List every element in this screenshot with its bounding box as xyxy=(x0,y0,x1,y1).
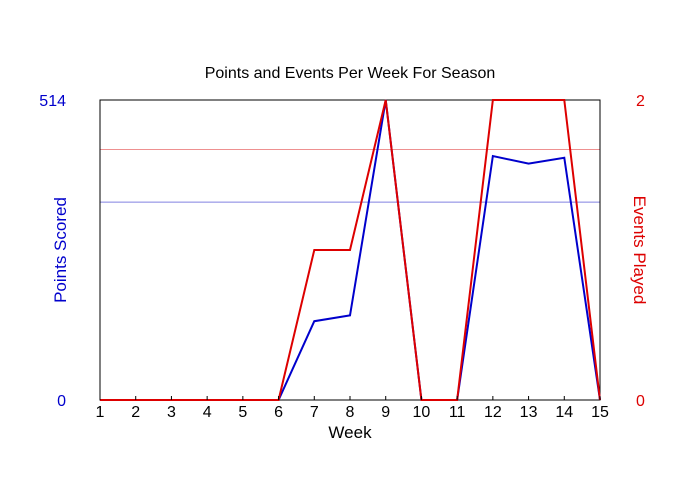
x-tick-label: 10 xyxy=(413,404,431,421)
right-y-ticks: 02 xyxy=(636,93,645,410)
x-ticks: 1 2 3 4 5 6 7 8 9 10 11 12 13 14 15 xyxy=(96,396,609,421)
x-tick-label: 15 xyxy=(591,404,609,421)
x-tick-label: 12 xyxy=(484,404,502,421)
x-tick-label: 9 xyxy=(381,404,390,421)
left-y-axis-label: Points Scored xyxy=(51,197,70,303)
x-tick-label: 11 xyxy=(449,404,466,421)
x-tick-label: 14 xyxy=(555,404,573,421)
left-y-ticks: 0 514 xyxy=(39,93,66,410)
x-tick-label: 3 xyxy=(167,404,176,421)
x-tick-label: 6 xyxy=(274,404,283,421)
x-tick-label: 13 xyxy=(520,404,538,421)
x-tick-label: 1 xyxy=(96,404,105,421)
left-y-tick-label: 514 xyxy=(39,93,66,110)
x-tick-label: 2 xyxy=(131,404,140,421)
reference-lines xyxy=(100,149,600,203)
right-y-tick-label: 0 xyxy=(636,393,645,410)
x-axis-label: Week xyxy=(328,423,372,442)
x-tick-label: 4 xyxy=(203,404,212,421)
right-y-axis-label: Events Played xyxy=(630,196,649,305)
series-line-events xyxy=(100,99,601,401)
right-y-tick-label: 2 xyxy=(636,93,645,110)
x-tick-label: 7 xyxy=(310,404,319,421)
series-lines xyxy=(100,99,601,401)
left-y-tick-label: 0 xyxy=(57,393,66,410)
chart-title: Points and Events Per Week For Season xyxy=(205,65,496,82)
x-tick-label: 8 xyxy=(346,404,355,421)
x-tick-label: 5 xyxy=(238,404,247,421)
